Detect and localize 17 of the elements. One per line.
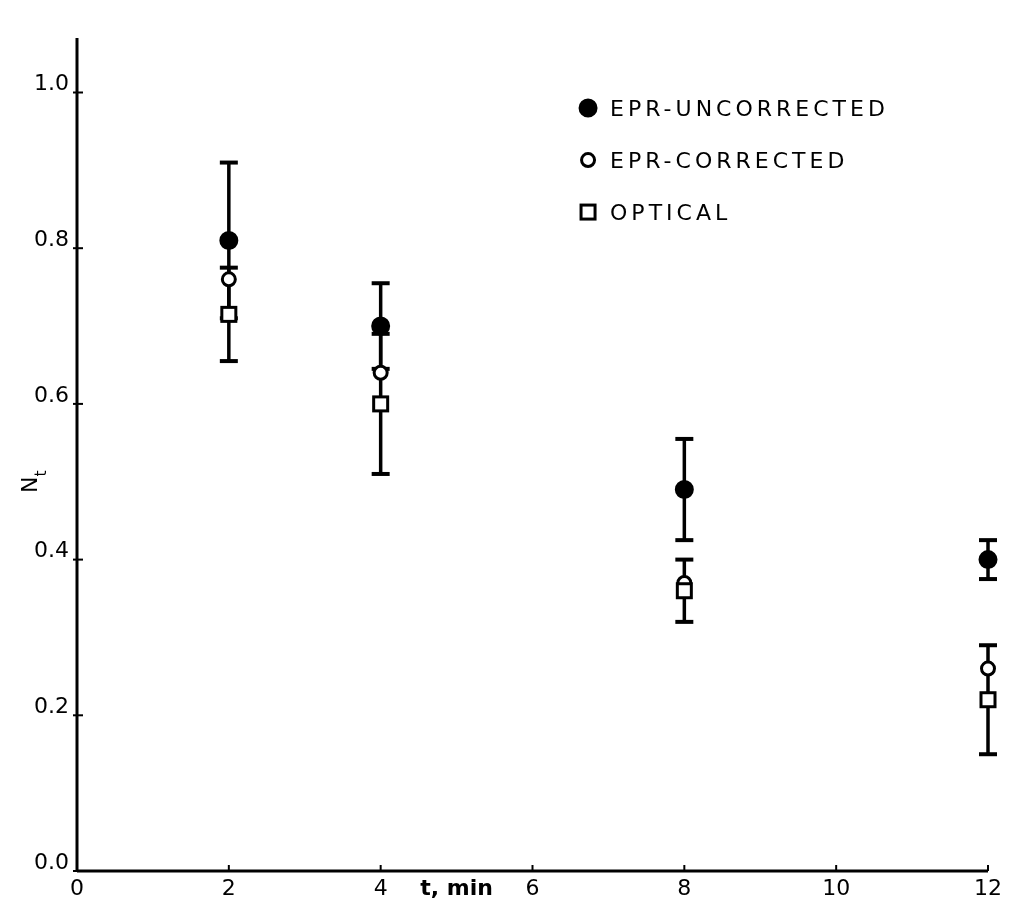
legend-label: EPR-CORRECTED <box>610 147 849 173</box>
x-tick-label: 4 <box>373 875 388 900</box>
x-tick-label: 8 <box>677 875 692 900</box>
y-tick-label: 0.4 <box>34 537 69 563</box>
y-tick-label: 0.8 <box>34 226 69 251</box>
x-tick-label: 2 <box>221 875 236 900</box>
y-tick-label: 1.0 <box>34 70 69 96</box>
x-tick-label: 6 <box>525 875 540 900</box>
x-tick-label: 0 <box>70 875 84 900</box>
legend-label: EPR-UNCORRECTED <box>610 95 889 121</box>
y-tick-label: 0.2 <box>34 693 69 719</box>
y-tick-label: 0.6 <box>34 381 69 407</box>
legend-label: OPTICAL <box>610 199 732 225</box>
x-tick-label: 12 <box>974 875 1002 900</box>
x-tick-label: 10 <box>822 875 851 900</box>
x-axis-title: t, min <box>420 875 493 900</box>
y-tick-label: 0.0 <box>34 848 69 874</box>
